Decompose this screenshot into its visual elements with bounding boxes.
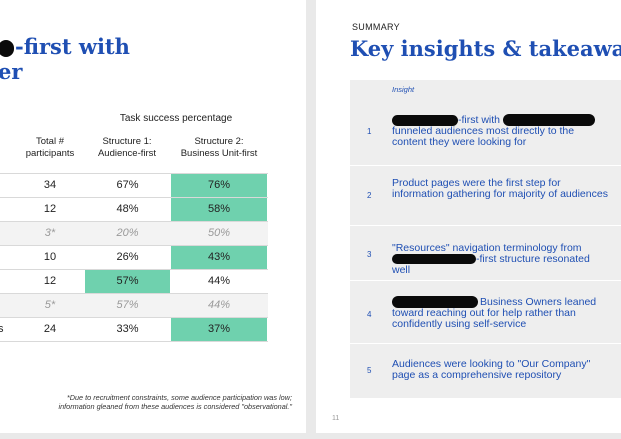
insight-text: Product pages were the first step for in… [392, 177, 608, 200]
table-row: 12 48% 58% [0, 198, 268, 221]
table-divider [0, 173, 268, 174]
section-eyebrow: SUMMARY [352, 22, 400, 32]
cell-participants: 10 [43, 251, 57, 263]
footnote: *Due to recruitment constraints, some au… [58, 393, 292, 411]
redaction-mark [392, 296, 478, 308]
cell-structure1: 57% [116, 299, 139, 311]
insight-divider [350, 280, 621, 281]
insight-divider [350, 225, 621, 226]
table-super-header: Task success percentage [119, 113, 233, 124]
cell-participants: 34 [43, 179, 57, 191]
insight-number: 1 [367, 127, 372, 136]
cell-structure1: 48% [116, 203, 139, 215]
cell-audience-label: s [0, 323, 4, 335]
cell-structure1: 20% [116, 227, 139, 239]
cell-structure1: 33% [116, 323, 139, 335]
cell-structure2-highlight: 43% [171, 246, 267, 269]
table-row: 10 26% 43% [0, 246, 268, 269]
table-row-observational: 3* 20% 50% [0, 222, 268, 245]
insight-number: 5 [367, 366, 372, 375]
column-header-structure2: Structure 2: Business Unit-first [180, 136, 258, 159]
table-divider [0, 197, 268, 198]
redaction-mark [392, 254, 476, 265]
insight-number: 3 [367, 250, 372, 259]
cell-structure1: 67% [116, 179, 139, 191]
redaction-mark [502, 114, 595, 126]
table-divider [0, 221, 268, 222]
table-divider [0, 341, 268, 342]
table-row: s 24 33% 37% [0, 318, 268, 341]
insight-text: Audiences were looking to "Our Company" … [392, 358, 591, 381]
table-divider [0, 293, 268, 294]
redaction-mark [0, 40, 14, 57]
slide-title: Key insights & takeaway [350, 36, 621, 61]
insight-number: 4 [367, 310, 372, 319]
left-slide-title: -first with er [0, 34, 130, 84]
left-slide: -first with er Task success percentage T… [0, 0, 306, 433]
insight-text: Business Owners leaned toward reaching o… [392, 295, 597, 330]
table-row: 12 57% 44% [0, 270, 268, 293]
cell-structure2: 50% [207, 227, 231, 239]
cell-participants: 3* [44, 227, 56, 239]
insights-list: Insight 1 -first with funneled audiences… [350, 80, 621, 398]
insight-text: "Resources" navigation terminology from … [392, 242, 590, 276]
right-slide: SUMMARY Key insights & takeaway Insight … [316, 0, 621, 433]
insights-column-header: Insight [392, 85, 415, 94]
cell-structure2: 44% [207, 299, 231, 311]
cell-participants: 12 [43, 275, 57, 287]
column-header-participants: Total # participants [25, 136, 75, 159]
redaction-mark [392, 114, 458, 126]
page-number: 11 [332, 415, 340, 422]
insight-divider [350, 343, 621, 344]
insight-text: -first with funneled audiences most dire… [392, 114, 610, 148]
insight-divider [350, 165, 621, 166]
column-header-structure1: Structure 1: Audience-first [97, 136, 157, 159]
cell-participants: 5* [44, 299, 56, 311]
cell-structure2-highlight: 37% [171, 318, 267, 341]
table-divider [0, 245, 268, 246]
cell-participants: 12 [43, 203, 57, 215]
cell-structure2-highlight: 76% [171, 174, 267, 197]
cell-structure1-highlight: 57% [85, 270, 170, 293]
table-divider [0, 269, 268, 270]
cell-structure2-highlight: 58% [171, 198, 267, 221]
table-row: 34 67% 76% [0, 174, 268, 197]
cell-structure2: 44% [207, 275, 231, 287]
cell-participants: 24 [43, 323, 57, 335]
table-row-observational: 5* 57% 44% [0, 294, 268, 317]
insight-number: 2 [367, 191, 372, 200]
table-divider [0, 317, 268, 318]
cell-structure1: 26% [116, 251, 139, 263]
